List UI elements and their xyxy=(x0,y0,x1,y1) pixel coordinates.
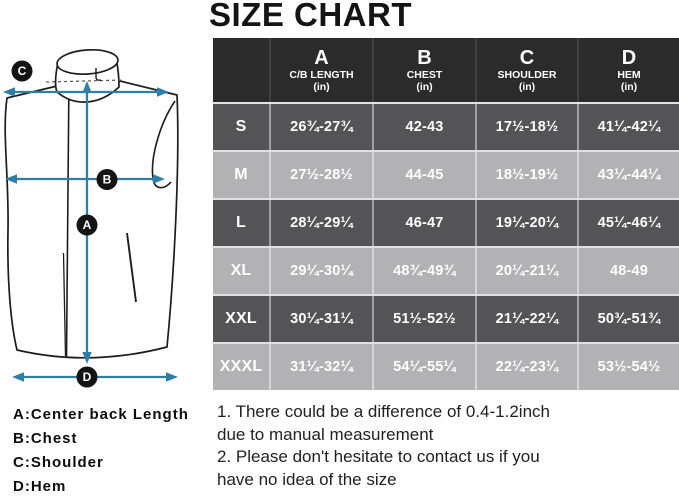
table-row-xxxl: XXXL 31¼-32¼ 54¼-55¼ 22¼-23¼ 53½-54½ xyxy=(213,343,679,390)
value-cell: 31¼-32¼ xyxy=(270,343,374,390)
size-cell: S xyxy=(213,103,271,152)
column-unit: (in) xyxy=(416,81,433,93)
column-letter: A xyxy=(314,47,329,69)
size-cell: XL xyxy=(213,247,271,296)
value-cell: 22¼-23¼ xyxy=(476,343,579,390)
size-cell: XXL xyxy=(213,295,271,344)
legend-item-a: A:Center back Length xyxy=(13,406,189,423)
column-header-c: C SHOULDER (in) xyxy=(476,38,579,104)
column-unit: (in) xyxy=(518,81,536,93)
placket-line xyxy=(62,252,67,357)
size-chart-table: A C/B LENGTH (in) B CHEST (in) C SHOULDE… xyxy=(213,38,679,390)
column-name: HEM xyxy=(617,69,641,81)
value-cell: 26¾-27¾ xyxy=(270,103,374,152)
column-letter: B xyxy=(417,47,432,69)
value-cell: 46-47 xyxy=(373,199,477,248)
column-header-a: A C/B LENGTH (in) xyxy=(270,38,374,104)
legend-item-d: D:Hem xyxy=(13,478,67,495)
header-size-cell xyxy=(213,38,271,104)
note-line: have no idea of the size xyxy=(217,469,397,489)
collar-notch xyxy=(95,68,102,81)
badge-d-letter: D xyxy=(83,370,92,384)
legend-item-c: C:Shoulder xyxy=(13,454,104,471)
value-cell: 21¼-22¼ xyxy=(476,295,579,344)
badge-c-letter: C xyxy=(18,64,27,78)
column-letter: C xyxy=(519,47,535,69)
value-cell: 19¼-20¼ xyxy=(476,199,579,248)
badge-b-letter: B xyxy=(103,173,112,187)
value-cell: 20¼-21¼ xyxy=(476,247,579,296)
value-cell: 29¼-30¼ xyxy=(270,247,374,296)
pocket-line xyxy=(126,232,137,303)
page-title: SIZE CHART xyxy=(209,0,412,33)
table-row-l: L 28¼-29¼ 46-47 19¼-20¼ 45¼-46¼ xyxy=(213,199,679,248)
column-letter: D xyxy=(621,47,637,69)
zipper-line xyxy=(65,74,70,358)
badge-d xyxy=(76,366,98,388)
measure-arrow-b xyxy=(5,174,165,184)
column-unit: (in) xyxy=(313,81,330,93)
size-cell: M xyxy=(213,151,271,200)
table-row-xl: XL 29¼-30¼ 48¾-49¾ 20¼-21¼ 48-49 xyxy=(213,247,679,296)
value-cell: 51½-52½ xyxy=(373,295,477,344)
value-cell: 48-49 xyxy=(578,247,679,296)
badge-c xyxy=(11,60,33,82)
size-cell: L xyxy=(213,199,271,248)
column-unit: (in) xyxy=(620,81,638,93)
collar-dashed-line xyxy=(45,79,125,83)
value-cell: 50¾-51¾ xyxy=(578,295,679,344)
column-name: C/B LENGTH xyxy=(289,69,354,81)
value-cell: 48¾-49¾ xyxy=(373,247,477,296)
table-row-m: M 27½-28½ 44-45 18½-19½ 43¼-44¼ xyxy=(213,151,679,200)
column-name: SHOULDER xyxy=(497,69,557,81)
value-cell: 18½-19½ xyxy=(476,151,579,200)
note-line: 1. There could be a difference of 0.4-1.… xyxy=(217,402,550,421)
value-cell: 27½-28½ xyxy=(270,151,374,200)
note-line: 2. Please don't hesitate to contact us i… xyxy=(217,447,540,466)
measurement-legend: A:Center back Length B:Chest C:Shoulder … xyxy=(13,403,189,499)
value-cell: 42-43 xyxy=(373,103,477,152)
note-line: due to manual measurement xyxy=(217,424,434,444)
collar-top xyxy=(56,48,119,76)
value-cell: 30¼-31¼ xyxy=(270,295,374,344)
column-name: CHEST xyxy=(406,69,443,81)
column-header-b: B CHEST (in) xyxy=(373,38,477,104)
legend-item-b: B:Chest xyxy=(13,430,78,447)
table-row-xxl: XXL 30¼-31¼ 51½-52½ 21¼-22¼ 50¾-51¾ xyxy=(213,295,679,344)
notes: 1. There could be a difference of 0.4-1.… xyxy=(217,401,550,491)
value-cell: 45¼-46¼ xyxy=(578,199,679,248)
value-cell: 43¼-44¼ xyxy=(578,151,679,200)
table-row-s: S 26¾-27¾ 42-43 17½-18½ 41¼-42¼ xyxy=(213,103,679,152)
value-cell: 44-45 xyxy=(373,151,477,200)
column-header-d: D HEM (in) xyxy=(578,38,679,104)
size-cell: XXXL xyxy=(213,343,271,390)
badge-a-letter: A xyxy=(83,218,92,232)
vest-diagram: C B A D xyxy=(3,48,179,388)
value-cell: 54¼-55¼ xyxy=(373,343,477,390)
value-cell: 28¼-29¼ xyxy=(270,199,374,248)
value-cell: 17½-18½ xyxy=(476,103,579,152)
badge-b xyxy=(96,169,118,190)
badge-a xyxy=(76,214,98,236)
value-cell: 41¼-42¼ xyxy=(578,103,679,152)
table-header-row: A C/B LENGTH (in) B CHEST (in) C SHOULDE… xyxy=(213,38,679,104)
value-cell: 53½-54½ xyxy=(578,343,679,390)
